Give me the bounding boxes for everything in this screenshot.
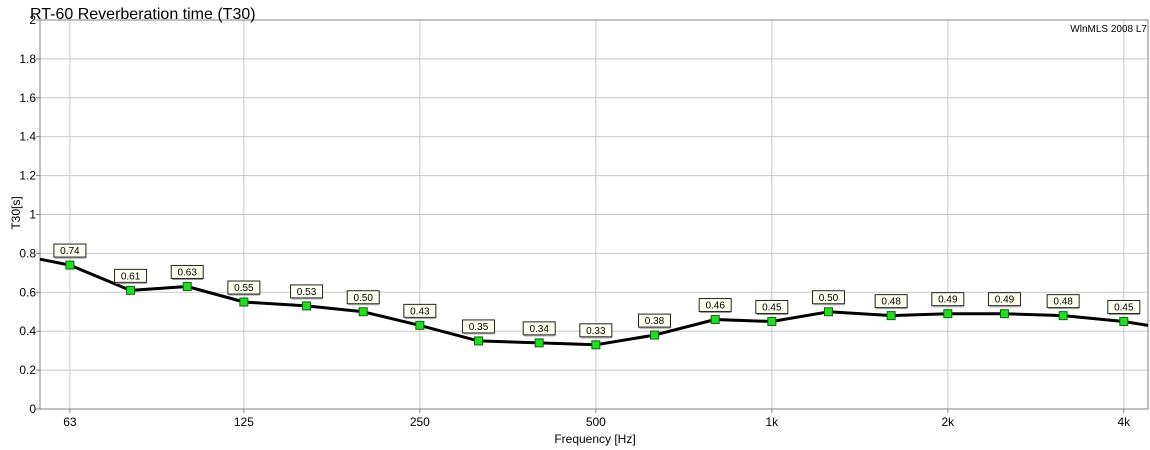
y-tick-label: 1.6 — [19, 91, 36, 105]
data-point — [823, 307, 833, 317]
y-tick-label: 0.6 — [19, 285, 36, 299]
data-point — [65, 260, 75, 270]
data-label: 0.38 — [645, 316, 665, 327]
x-axis-label: Frequency [Hz] — [554, 432, 635, 446]
data-point — [591, 340, 601, 350]
data-point — [943, 309, 953, 319]
watermark: WlnMLS 2008 L7 — [1070, 24, 1147, 35]
data-point — [650, 330, 660, 340]
data-label-box — [1107, 299, 1141, 314]
data-point — [239, 297, 249, 307]
data-label: 0.50 — [819, 293, 839, 304]
y-tick-label: 1.4 — [19, 130, 36, 144]
x-tick-label: 250 — [410, 415, 430, 429]
data-label: 0.63 — [177, 267, 197, 278]
data-label-box — [462, 319, 496, 334]
data-label: 0.55 — [234, 283, 254, 294]
data-label: 0.61 — [121, 271, 141, 282]
x-axis-ticks: 63 125 250 500 1k 2k 4k — [63, 409, 1131, 429]
data-point — [886, 311, 896, 321]
data-point — [182, 281, 192, 291]
data-label-box — [931, 292, 965, 307]
data-label-box — [987, 292, 1021, 307]
data-label-box — [811, 290, 845, 305]
data-label-box — [698, 298, 732, 313]
data-label: 0.53 — [297, 287, 317, 298]
y-tick-label: 0.8 — [19, 246, 36, 260]
data-label-box — [114, 268, 148, 283]
data-labels: 0.74 0.61 0.63 0.55 0.53 0.50 0.43 0.35 0.34 0.33… — [53, 243, 1141, 339]
data-label-box — [53, 243, 87, 258]
data-point — [358, 307, 368, 317]
data-point — [415, 320, 425, 330]
y-tick-label: 1 — [29, 208, 36, 222]
data-label: 0.45 — [1114, 302, 1134, 313]
y-axis-ticks: 0 0.2 0.4 0.6 0.8 1 1.2 1.4 1.6 1.8 2 — [19, 13, 40, 416]
data-label-box — [1046, 294, 1080, 309]
y-tick-label: 0.2 — [19, 363, 36, 377]
y-tick-label: 0 — [29, 402, 36, 416]
data-markers — [65, 260, 1129, 350]
x-tick-label: 63 — [63, 415, 77, 429]
x-tick-label: 2k — [941, 415, 955, 429]
data-point — [126, 285, 136, 295]
data-label-box — [346, 290, 380, 305]
data-label-box — [874, 294, 908, 309]
data-point — [474, 336, 484, 346]
data-label-box — [290, 284, 324, 299]
data-label-box — [522, 321, 556, 336]
data-label-box — [227, 280, 261, 295]
data-label: 0.45 — [762, 302, 782, 313]
data-point — [767, 316, 777, 326]
data-label: 0.49 — [938, 295, 958, 306]
data-label: 0.48 — [1053, 297, 1073, 308]
x-tick-label: 500 — [586, 415, 606, 429]
x-tick-label: 1k — [765, 415, 779, 429]
data-label: 0.35 — [469, 322, 489, 333]
data-label: 0.50 — [353, 293, 373, 304]
y-tick-label: 2 — [29, 13, 36, 27]
y-axis-label: T30[s] — [9, 196, 23, 229]
data-point — [1119, 316, 1129, 326]
data-point — [534, 338, 544, 348]
data-point — [999, 309, 1009, 319]
data-label: 0.33 — [586, 326, 606, 337]
y-tick-label: 0.4 — [19, 324, 36, 338]
data-label: 0.48 — [881, 297, 901, 308]
data-point — [1058, 311, 1068, 321]
data-label-box — [403, 303, 437, 318]
x-tick-label: 125 — [234, 415, 254, 429]
data-label-box — [170, 264, 204, 279]
data-point — [302, 301, 312, 311]
data-point — [710, 315, 720, 325]
data-label: 0.46 — [705, 301, 725, 312]
data-label: 0.34 — [529, 324, 549, 335]
data-label-box — [579, 323, 613, 338]
y-tick-label: 1.8 — [19, 52, 36, 66]
chart-title: RT-60 Reverberation time (T30) — [30, 6, 256, 23]
x-tick-label: 4k — [1117, 415, 1131, 429]
y-tick-label: 1.2 — [19, 169, 36, 183]
data-label-box — [755, 299, 789, 314]
data-label-box — [638, 313, 672, 328]
data-label: 0.49 — [995, 295, 1015, 306]
data-label: 0.74 — [60, 246, 80, 257]
data-label: 0.43 — [410, 306, 430, 317]
